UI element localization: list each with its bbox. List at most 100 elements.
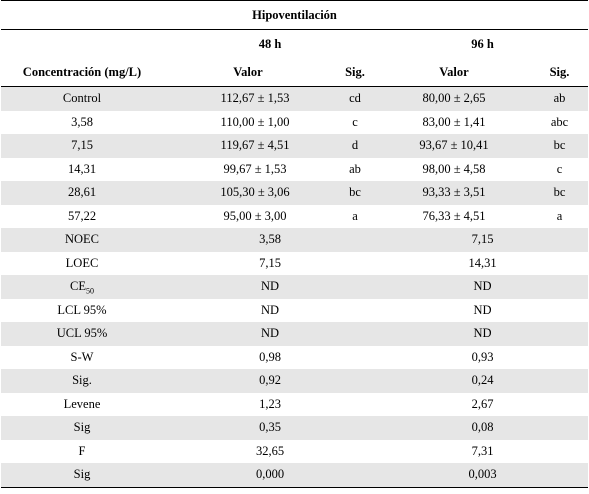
- stat-96h-cell: 0,003: [377, 463, 589, 488]
- stat-label: NOEC: [64, 232, 100, 247]
- value-48h-cell: 119,67 ± 4,51: [163, 134, 333, 158]
- stat-row: Sig 0,35 0,08: [1, 416, 589, 440]
- concentration-cell: 7,15: [1, 134, 163, 158]
- sig-48h-cell: ab: [349, 161, 361, 176]
- value-48h-cell: 105,30 ± 3,06: [163, 181, 333, 205]
- stat-label: F: [78, 443, 86, 458]
- stat-96h-cell: 2,67: [471, 396, 494, 411]
- stat-48h-cell: 0,98: [259, 349, 281, 364]
- sig-96-header: Sig.: [531, 58, 589, 87]
- stat-row: F 32,65 7,31: [1, 440, 588, 464]
- sig-48h-cell: bc: [333, 181, 377, 205]
- stat-label-cell: LOEC: [1, 252, 163, 276]
- stat-label-cell: Sig: [1, 463, 163, 488]
- stat-48h-cell: ND: [163, 322, 377, 346]
- stat-label-cell: F: [1, 440, 163, 464]
- stat-label: Sig: [73, 420, 91, 435]
- value-48h-cell: 95,00 ± 3,00: [223, 208, 287, 223]
- sig-96h-cell: abc: [550, 114, 569, 129]
- stat-row: S-W 0,98 0,93: [1, 346, 588, 370]
- sig-48h-cell: d: [333, 134, 377, 158]
- stat-96h-cell: ND: [377, 275, 589, 299]
- stat-label: S-W: [70, 349, 94, 364]
- valor-96-header: Valor: [377, 58, 531, 87]
- stat-row: LCL 95% ND ND: [1, 299, 588, 323]
- stat-48h-cell: 7,15: [259, 255, 281, 270]
- sig-48h-cell: a: [352, 208, 358, 223]
- sig-96h-cell: ab: [531, 86, 589, 111]
- sig-96h-cell: a: [556, 208, 563, 223]
- stat-label-cell: NOEC: [1, 228, 163, 252]
- table-row: 3,58 110,00 ± 1,00 c 83,00 ± 1,41 abc: [1, 111, 588, 135]
- sig-48h-cell: c: [352, 114, 358, 129]
- value-48h-cell: 110,00 ± 1,00: [220, 114, 290, 129]
- stat-label: UCL 95%: [56, 326, 108, 341]
- table-row: 57,22 95,00 ± 3,00 a 76,33 ± 4,51 a: [1, 205, 588, 229]
- concentration-cell: 3,58: [71, 114, 93, 129]
- table-title: Hipoventilación: [1, 0, 589, 30]
- stat-48h-cell: 1,23: [259, 396, 281, 411]
- stat-row: LOEC 7,15 14,31: [1, 252, 588, 276]
- concentration-cell: Control: [1, 86, 163, 111]
- period-96h-header: 96 h: [471, 36, 494, 51]
- stat-48h-cell: ND: [163, 275, 377, 299]
- value-96h-cell: 93,33 ± 3,51: [377, 181, 531, 205]
- stat-label-cell: Sig: [1, 416, 163, 440]
- table-row: 7,15 119,67 ± 4,51 d 93,67 ± 10,41 bc: [1, 134, 589, 158]
- stat-48h-cell: 32,65: [255, 443, 285, 458]
- stat-96h-cell: 14,31: [468, 255, 497, 270]
- stat-label-cell: CE50: [1, 275, 163, 299]
- stat-48h-cell: ND: [260, 302, 280, 317]
- table-row: Control 112,67 ± 1,53 cd 80,00 ± 2,65 ab: [1, 86, 589, 111]
- stat-label-cell: S-W: [1, 346, 163, 370]
- stat-label: Sig.: [72, 373, 92, 388]
- stat-label: LCL 95%: [57, 302, 107, 317]
- stat-96h-cell: 0,24: [377, 369, 589, 393]
- valor-48-header: Valor: [163, 58, 333, 87]
- stat-row: Sig 0,000 0,003: [1, 463, 589, 488]
- stat-96h-cell: 0,08: [377, 416, 589, 440]
- stat-label-subscript: 50: [85, 286, 94, 296]
- value-48h-cell: 112,67 ± 1,53: [163, 86, 333, 111]
- stat-row: Levene 1,23 2,67: [1, 393, 588, 417]
- sig-48h-cell: cd: [333, 86, 377, 111]
- sig-96h-cell: c: [556, 161, 563, 176]
- table-row: 14,31 99,67 ± 1,53 ab 98,00 ± 4,58 c: [1, 158, 588, 182]
- stat-row: CE50 ND ND: [1, 275, 589, 299]
- value-96h-cell: 98,00 ± 4,58: [422, 161, 486, 176]
- stat-96h-cell: 0,93: [471, 349, 494, 364]
- concentration-cell: 28,61: [1, 181, 163, 205]
- value-48h-cell: 99,67 ± 1,53: [223, 161, 287, 176]
- stat-label: Levene: [63, 396, 101, 411]
- stat-row: Sig. 0,92 0,24: [1, 369, 589, 393]
- stat-48h-cell: 3,58: [163, 228, 377, 252]
- period-48h-header: 48 h: [258, 36, 282, 51]
- stat-label-cell: Levene: [1, 393, 163, 417]
- empty-header-cell: [1, 30, 163, 59]
- value-96h-cell: 93,67 ± 10,41: [377, 134, 531, 158]
- value-96h-cell: 80,00 ± 2,65: [377, 86, 531, 111]
- concentration-cell: 14,31: [67, 161, 97, 176]
- stat-96h-cell: ND: [473, 302, 492, 317]
- stat-label: CE: [70, 279, 86, 294]
- stat-48h-cell: 0,000: [163, 463, 377, 488]
- concentration-header: Concentración (mg/L): [1, 58, 163, 87]
- value-96h-cell: 76,33 ± 4,51: [422, 208, 486, 223]
- stat-row: UCL 95% ND ND: [1, 322, 589, 346]
- stat-96h-cell: ND: [377, 322, 589, 346]
- value-96h-cell: 83,00 ± 1,41: [422, 114, 486, 129]
- stat-48h-cell: 0,35: [163, 416, 377, 440]
- table-row: 28,61 105,30 ± 3,06 bc 93,33 ± 3,51 bc: [1, 181, 589, 205]
- sig-96h-cell: bc: [531, 134, 589, 158]
- stat-48h-cell: 0,92: [163, 369, 377, 393]
- stat-label-cell: UCL 95%: [1, 322, 163, 346]
- stat-96h-cell: 7,15: [377, 228, 589, 252]
- concentration-cell: 57,22: [67, 208, 97, 223]
- stat-label-cell: LCL 95%: [1, 299, 163, 323]
- stat-label-cell: Sig.: [1, 369, 163, 393]
- sig-48-header: Sig.: [333, 58, 377, 87]
- stat-96h-cell: 7,31: [471, 443, 494, 458]
- stat-label: Sig: [73, 467, 91, 482]
- stat-row: NOEC 3,58 7,15: [1, 228, 589, 252]
